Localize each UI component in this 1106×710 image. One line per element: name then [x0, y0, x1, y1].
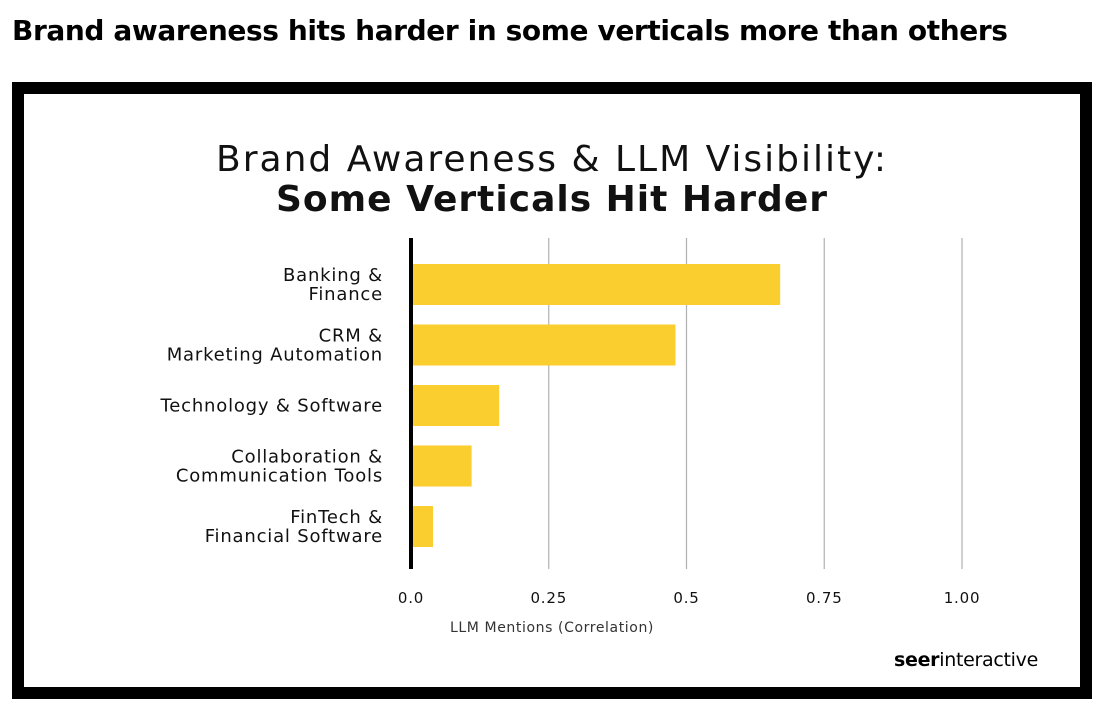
- category-label: Communication Tools: [176, 466, 383, 487]
- x-axis-title: LLM Mentions (Correlation): [450, 620, 654, 636]
- x-tick-label: 0.5: [673, 589, 699, 607]
- bar: [411, 445, 472, 487]
- x-tick-label: 0.0: [398, 589, 424, 607]
- x-tick-label: 0.75: [806, 589, 843, 607]
- category-label: Technology & Software: [160, 396, 383, 417]
- bar: [411, 324, 676, 366]
- category-label: Financial Software: [205, 526, 383, 547]
- x-tick-label: 1.00: [944, 589, 981, 607]
- page-heading: Brand awareness hits harder in some vert…: [12, 14, 1008, 47]
- bar-chart: Banking &Finance CRM &Marketing Automatio…: [160, 238, 981, 636]
- category-label: Finance: [309, 284, 383, 305]
- category-label: Banking &: [283, 265, 383, 286]
- category-label: FinTech &: [290, 507, 383, 528]
- seer-interactive-logo: seerinteractive: [894, 649, 1038, 671]
- chart-title-line: Brand Awareness & LLM Visibility:: [216, 139, 888, 180]
- category-label: Marketing Automation: [167, 345, 383, 366]
- category-label: Collaboration &: [231, 447, 383, 468]
- chart-subtitle-line: Some Verticals Hit Harder: [276, 179, 828, 220]
- bar: [411, 506, 434, 547]
- category-label: CRM &: [319, 326, 383, 347]
- x-tick-label: 0.25: [530, 589, 567, 607]
- chart-title: Brand Awareness & LLM Visibility: Some V…: [24, 140, 1080, 220]
- chart-frame: Brand Awareness & LLM Visibility: Some V…: [12, 82, 1092, 699]
- bar: [411, 264, 781, 305]
- bar: [411, 385, 500, 426]
